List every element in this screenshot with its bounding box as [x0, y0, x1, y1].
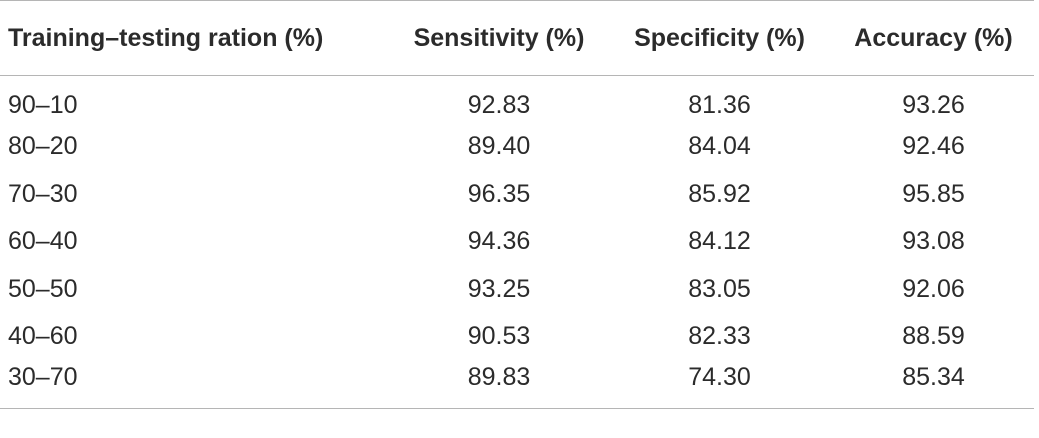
accuracy-cell: 92.46: [902, 132, 965, 161]
results-table: Training–testing ration (%) Sensitivity …: [0, 0, 1034, 409]
table-row: 70–30 96.35 85.92 95.85: [0, 171, 1034, 219]
ratio-cell: 40–60: [8, 322, 78, 351]
table-header-row: Training–testing ration (%) Sensitivity …: [0, 0, 1034, 76]
table-row: 80–20 89.40 84.04 92.46: [0, 123, 1034, 171]
table-row: 30–70 89.83 74.30 85.34: [0, 360, 1034, 409]
ratio-cell: 90–10: [8, 91, 78, 119]
table-row: 50–50 93.25 83.05 92.06: [0, 266, 1034, 314]
sensitivity-cell: 96.35: [467, 179, 531, 208]
specificity-cell: 85.92: [688, 179, 751, 208]
sensitivity-cell: 89.83: [392, 360, 606, 409]
table-row: 40–60 90.53 82.33 88.59: [0, 313, 1034, 361]
header-training-testing-ratio: Training–testing ration (%): [0, 0, 392, 76]
sensitivity-cell: 94.36: [467, 227, 531, 256]
specificity-cell: 81.36: [688, 91, 751, 119]
specificity-cell: 84.04: [688, 132, 751, 161]
sensitivity-cell: 90.53: [467, 322, 531, 351]
sensitivity-cell: 93.25: [467, 274, 531, 303]
table-row: 60–40 94.36 84.12 93.08: [0, 218, 1034, 266]
specificity-cell: 82.33: [688, 322, 751, 351]
header-sensitivity: Sensitivity (%): [392, 0, 606, 76]
ratio-cell: 30–70: [0, 360, 392, 409]
header-accuracy: Accuracy (%): [833, 0, 1034, 76]
sensitivity-cell: 92.83: [467, 91, 531, 119]
accuracy-cell: 85.34: [833, 360, 1034, 409]
specificity-cell: 83.05: [688, 274, 751, 303]
ratio-cell: 80–20: [8, 132, 78, 161]
header-specificity: Specificity (%): [606, 0, 833, 76]
ratio-cell: 70–30: [8, 179, 78, 208]
accuracy-cell: 88.59: [902, 322, 965, 351]
table-row: 90–10 92.83 81.36 93.26: [0, 76, 1034, 124]
specificity-cell: 74.30: [606, 360, 833, 409]
ratio-cell: 50–50: [8, 274, 78, 303]
specificity-cell: 84.12: [688, 227, 751, 256]
ratio-cell: 60–40: [8, 227, 78, 256]
accuracy-cell: 93.08: [902, 227, 965, 256]
accuracy-cell: 95.85: [902, 179, 965, 208]
accuracy-cell: 92.06: [902, 274, 965, 303]
accuracy-cell: 93.26: [902, 91, 965, 119]
sensitivity-cell: 89.40: [467, 132, 531, 161]
